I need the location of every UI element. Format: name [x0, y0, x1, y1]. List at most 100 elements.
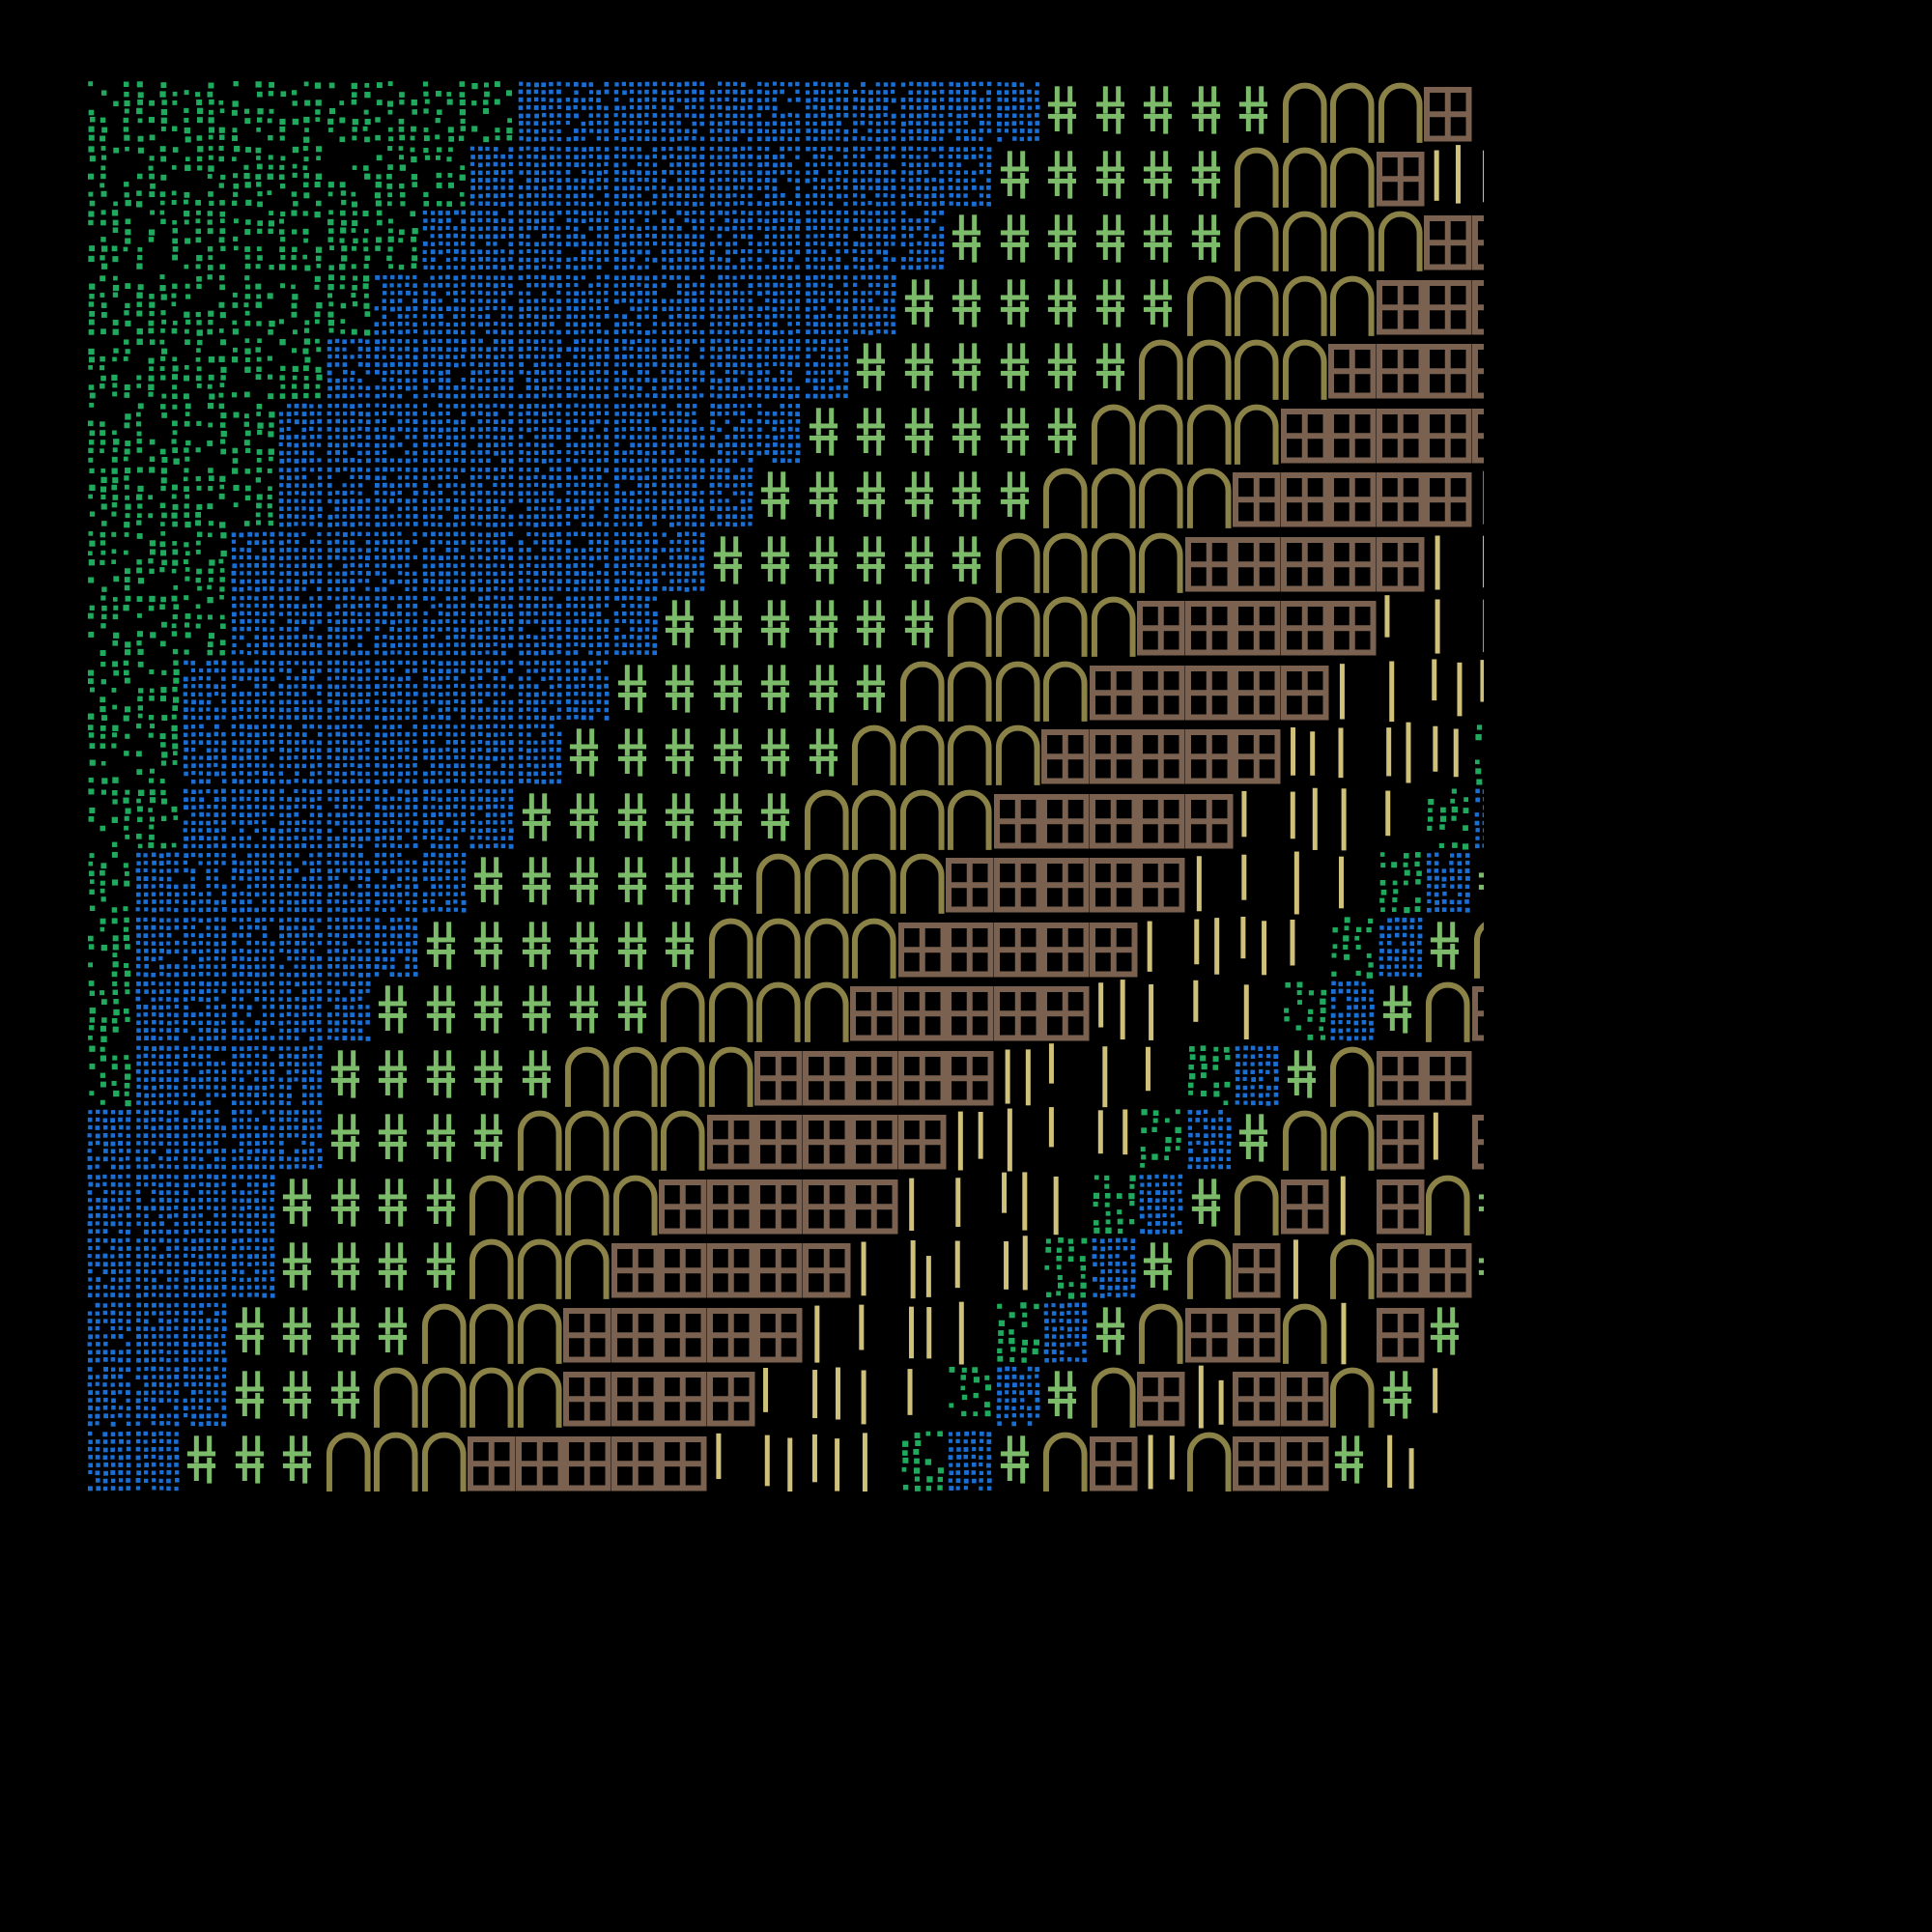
- blue-dot-block: [754, 208, 804, 273]
- blue-dot-block: [516, 79, 565, 145]
- blue-dot-block: [372, 658, 421, 724]
- green-cross-glyph: [516, 786, 565, 852]
- yellow-bar-glyph: [1377, 593, 1426, 659]
- blue-dot-block: [946, 1429, 995, 1492]
- blue-dot-block: [181, 786, 230, 852]
- green-dot-block: [1377, 850, 1426, 916]
- brown-window-glyph: [659, 1236, 708, 1301]
- brown-window-glyph: [1233, 1300, 1282, 1366]
- olive-arch-glyph: [707, 915, 756, 980]
- brown-window-glyph: [1089, 850, 1139, 916]
- olive-arch-glyph: [898, 658, 948, 724]
- brown-window-glyph: [706, 1364, 756, 1430]
- blue-dot-block: [563, 401, 612, 467]
- green-cross-glyph: [563, 786, 612, 852]
- blue-dot-block: [133, 1043, 183, 1109]
- green-cross-glyph: [468, 1107, 517, 1173]
- brown-window-glyph: [1471, 272, 1484, 338]
- brown-window-glyph: [659, 1364, 708, 1430]
- blue-dot-block: [133, 1236, 183, 1301]
- green-dot-block: [372, 79, 421, 145]
- green-cross-glyph: [754, 722, 804, 787]
- yellow-bar-glyph: [994, 1236, 1043, 1301]
- yellow-bar-glyph: [803, 1364, 852, 1430]
- olive-arch-glyph: [1185, 1236, 1235, 1301]
- blue-dot-block: [420, 786, 469, 852]
- olive-arch-glyph: [1233, 336, 1282, 402]
- olive-arch-glyph: [803, 850, 852, 916]
- green-cross-glyph: [1090, 1300, 1139, 1366]
- green-cross-glyph: [1041, 79, 1091, 145]
- brown-window-glyph: [1184, 1300, 1235, 1366]
- yellow-bar-glyph: [1472, 1043, 1485, 1109]
- blue-dot-block: [898, 79, 948, 145]
- brown-window-glyph: [1424, 1236, 1473, 1301]
- olive-arch-glyph: [1328, 1043, 1378, 1109]
- olive-arch-glyph: [1137, 336, 1186, 402]
- brown-window-glyph: [1089, 722, 1139, 787]
- green-dot-block: [85, 401, 134, 467]
- blue-dot-block: [133, 915, 183, 980]
- olive-arch-glyph: [420, 1364, 469, 1430]
- green-cross-glyph: [898, 593, 948, 659]
- green-cross-glyph: [516, 915, 565, 980]
- olive-arch-glyph: [1328, 144, 1378, 210]
- blue-dot-block: [468, 786, 517, 852]
- brown-window-glyph: [850, 979, 899, 1044]
- green-dot-block: [325, 208, 374, 273]
- brown-window-glyph: [1424, 79, 1473, 145]
- yellow-bar-glyph: [1090, 1107, 1139, 1173]
- olive-arch-glyph: [1041, 593, 1091, 659]
- blue-dot-block: [850, 144, 899, 210]
- green-cross-glyph: [468, 979, 517, 1044]
- olive-arch-glyph: [1041, 658, 1091, 724]
- blue-dot-block: [276, 722, 326, 787]
- blue-dot-block: [229, 1172, 278, 1237]
- brown-window-glyph: [659, 1172, 708, 1237]
- blue-dot-block: [516, 722, 565, 787]
- green-dot-block: [276, 336, 326, 402]
- olive-arch-glyph: [1233, 144, 1282, 210]
- brown-window-glyph: [1184, 593, 1235, 659]
- green-cross-glyph: [516, 850, 565, 916]
- green-cross-glyph: [372, 1172, 421, 1237]
- brown-window-glyph: [1089, 1429, 1139, 1492]
- green-cross-glyph: [276, 1364, 326, 1430]
- blue-dot-block: [611, 208, 661, 273]
- green-cross-glyph: [420, 1043, 469, 1109]
- olive-arch-glyph: [946, 658, 995, 724]
- green-cross-glyph: [420, 979, 469, 1044]
- green-cross-glyph: [516, 1043, 565, 1109]
- green-cross-glyph: [276, 1172, 326, 1237]
- green-dot-block: [1137, 1107, 1186, 1173]
- olive-arch-glyph: [1328, 79, 1378, 145]
- blue-dot-block: [468, 465, 517, 530]
- green-dot-block: [181, 144, 230, 210]
- blue-dot-block: [1424, 850, 1473, 916]
- blue-dot-block: [276, 401, 326, 467]
- green-cross-glyph: [1185, 208, 1235, 273]
- blue-dot-block: [133, 850, 183, 916]
- yellow-bar-glyph: [946, 1172, 995, 1237]
- green-cross-glyph: [946, 336, 995, 402]
- green-dot-block: [85, 465, 134, 530]
- blue-dot-block: [516, 208, 565, 273]
- brown-window-glyph: [754, 1300, 804, 1366]
- olive-arch-glyph: [850, 915, 899, 980]
- blue-dot-block: [85, 1429, 134, 1492]
- green-cross-glyph: [707, 658, 756, 724]
- olive-arch-glyph: [516, 1364, 565, 1430]
- olive-arch-glyph: [1328, 272, 1378, 338]
- green-cross-glyph: [803, 722, 852, 787]
- green-cross-glyph: [516, 979, 565, 1044]
- yellow-bar-glyph: [1328, 722, 1378, 787]
- green-cross-glyph: [803, 401, 852, 467]
- brown-window-glyph: [1376, 272, 1426, 338]
- yellow-bar-glyph: [1328, 850, 1378, 916]
- green-cross-glyph: [707, 593, 756, 659]
- green-cross-glyph: [659, 722, 708, 787]
- green-cross-glyph: [994, 208, 1043, 273]
- yellow-bar-glyph: [1041, 1107, 1091, 1173]
- blue-dot-block: [611, 593, 661, 659]
- brown-window-glyph: [611, 1300, 661, 1366]
